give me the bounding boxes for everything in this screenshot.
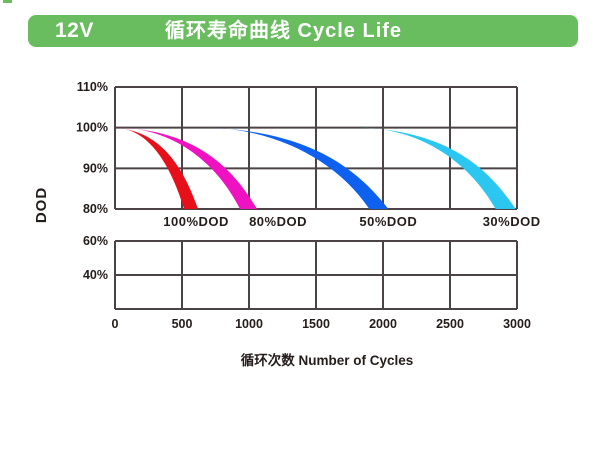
dod-band-100%DOD [115, 127, 199, 209]
x-axis-title: 循环次数 Number of Cycles [241, 352, 414, 368]
upper-ytick: 80% [83, 202, 108, 216]
curve-labels: 100%DOD 80%DOD 50%DOD 30%DOD [163, 214, 540, 229]
xtick: 2000 [369, 317, 397, 331]
lower-y-tick-labels: 60% 40% [83, 234, 108, 282]
upper-grid [114, 86, 518, 210]
lower-ytick: 40% [83, 268, 108, 282]
curve-label-30%DOD: 30%DOD [483, 214, 541, 229]
x-tick-labels: 0 500 1000 1500 2000 2500 3000 [112, 317, 531, 331]
xtick: 0 [112, 317, 119, 331]
curve-label-50%DOD: 50%DOD [359, 214, 417, 229]
dod-band-50%DOD [206, 127, 389, 209]
dod-band-80%DOD [119, 127, 258, 209]
page-title: 循环寿命曲线 Cycle Life [165, 20, 403, 42]
upper-ytick: 100% [76, 121, 108, 135]
curve-label-80%DOD: 80%DOD [249, 214, 307, 229]
upper-ytick: 110% [77, 80, 108, 94]
dod-band-30%DOD [360, 127, 516, 209]
xtick: 1000 [235, 317, 263, 331]
voltage-label: 12V [55, 19, 94, 42]
xtick: 1500 [302, 317, 330, 331]
corner-mark [3, 0, 12, 3]
upper-ytick: 90% [83, 161, 108, 175]
xtick: 500 [172, 317, 193, 331]
upper-y-tick-labels: 110% 100% 90% 80% [76, 80, 108, 216]
header-bar: 12V 循环寿命曲线 Cycle Life [28, 15, 578, 47]
xtick: 3000 [503, 317, 531, 331]
lower-grid [114, 240, 518, 310]
lower-ytick: 60% [83, 234, 108, 248]
xtick: 2500 [436, 317, 464, 331]
y-axis-title: DOD [33, 187, 50, 223]
dod-curve-bands [115, 127, 516, 209]
curve-label-100%DOD: 100%DOD [163, 214, 229, 229]
